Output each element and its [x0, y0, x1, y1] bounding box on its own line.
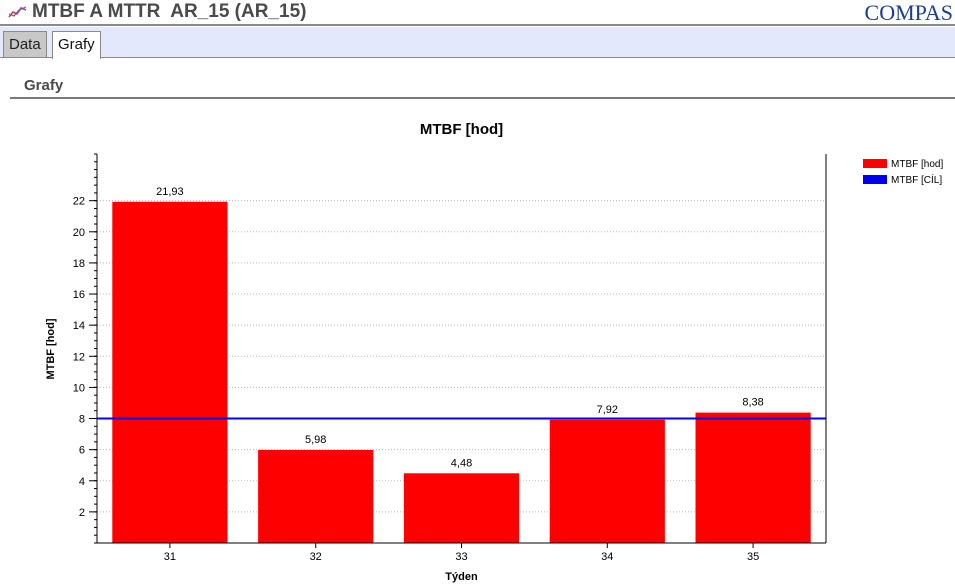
y-tick-label: 8 — [79, 414, 85, 426]
x-tick-label: 33 — [455, 551, 467, 563]
y-tick-label: 6 — [79, 445, 85, 457]
bar-33 — [403, 473, 520, 543]
x-axis-label: Týden — [445, 571, 478, 583]
y-tick-label: 2 — [79, 507, 85, 519]
bar-32 — [258, 449, 374, 543]
y-tick-label: 4 — [79, 476, 85, 488]
y-tick-label: 18 — [73, 258, 85, 270]
data-label-33: 4,48 — [451, 457, 472, 469]
compas-logo: COMPAS — [864, 0, 953, 25]
y-tick-label: 14 — [73, 320, 85, 332]
section-title: Grafy — [24, 77, 64, 94]
x-tick-label: 35 — [747, 551, 759, 563]
data-label-31: 21,93 — [156, 186, 184, 198]
bar-35 — [695, 412, 811, 543]
legend-label-target: MTBF [CÍL] — [891, 173, 942, 186]
data-label-35: 8,38 — [742, 397, 763, 409]
section-divider — [10, 97, 955, 99]
legend-swatch-mtbf — [863, 159, 887, 168]
line-chart-icon — [8, 6, 27, 18]
y-tick-label: 22 — [73, 196, 85, 208]
y-axis-label: MTBF [hod] — [45, 318, 57, 379]
y-tick-label: 20 — [73, 227, 85, 239]
tab-data[interactable]: Data — [3, 31, 47, 57]
data-label-34: 7,92 — [597, 404, 618, 416]
chart-title: MTBF [hod] — [420, 121, 503, 138]
legend-label-mtbf: MTBF [hod] — [891, 159, 943, 170]
legend-swatch-target — [863, 175, 887, 184]
app-header: MTBF A MTTR AR_15 (AR_15) COMPAS — [0, 0, 955, 26]
bar-34 — [549, 419, 665, 543]
x-tick-label: 32 — [310, 551, 322, 563]
tab-grafy[interactable]: Grafy — [52, 31, 101, 59]
x-tick-label: 34 — [601, 551, 613, 563]
tab-bar: Data Grafy — [0, 27, 955, 59]
y-tick-label: 16 — [73, 289, 85, 301]
y-tick-label: 10 — [73, 382, 85, 394]
window-title: MTBF A MTTR AR_15 (AR_15) — [32, 1, 307, 22]
x-tick-label: 31 — [164, 551, 176, 563]
y-tick-label: 12 — [73, 351, 85, 363]
bar-31 — [112, 201, 228, 543]
data-label-32: 5,98 — [305, 434, 326, 446]
